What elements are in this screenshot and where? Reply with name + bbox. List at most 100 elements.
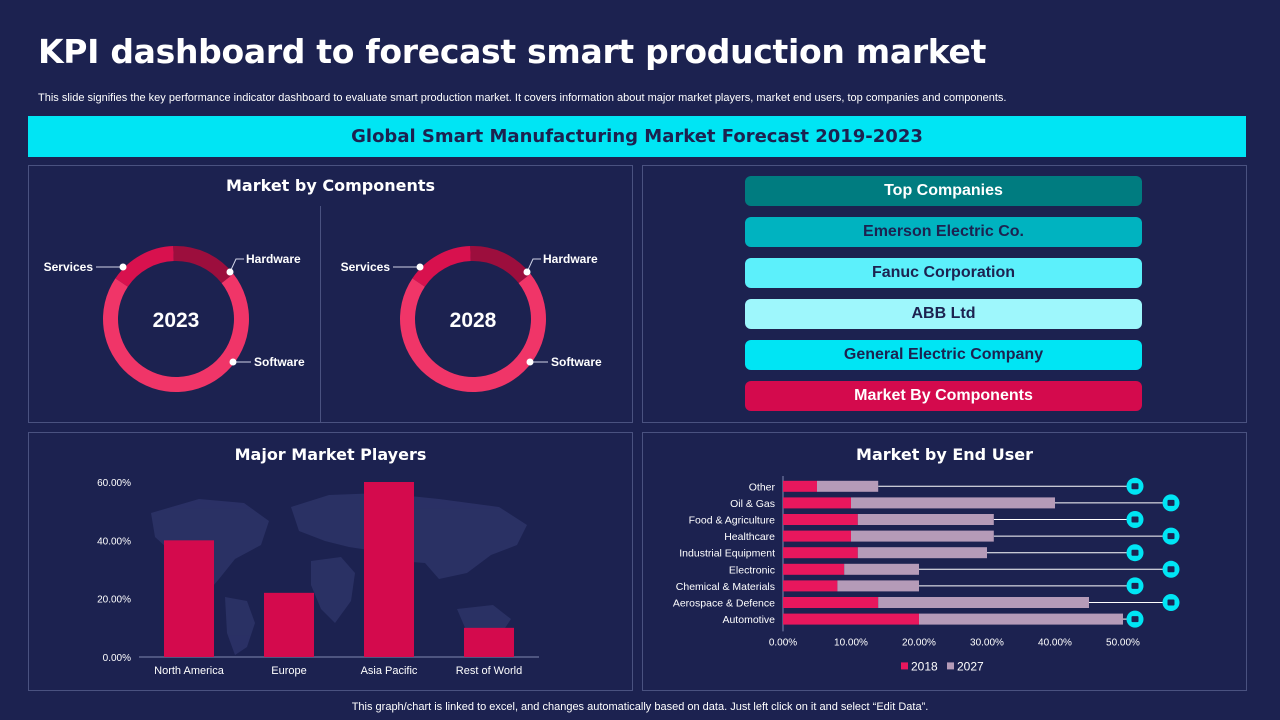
x-tick-label: 30.00% [970,637,1004,648]
y-tick-label: 60.00% [97,478,131,489]
y-tick-label: Other [749,481,776,493]
company-pill: Top Companies [745,176,1142,206]
x-tick-label: 20.00% [902,637,936,648]
icon-glyph [1131,549,1139,556]
donut-slice-software [399,273,546,392]
company-pill: Fanuc Corporation [745,258,1142,288]
y-tick-label: Automotive [722,614,775,626]
legend-swatch-2027 [947,662,954,670]
callout-line [526,258,541,273]
icon-glyph [1131,516,1139,523]
y-tick-label: Oil & Gas [730,498,775,510]
callout-line [229,258,244,273]
icon-glyph [1167,499,1175,506]
x-tick-label: North America [154,665,225,677]
players-panel: Major Market Players 0.00% 20.00% 40.00% 60… [28,432,633,691]
enduser-panel: Market by End User Other Oil & Gas Food & … [642,432,1247,691]
footer-note: This graph/chart is linked to excel, and… [351,701,929,713]
donut-label-services: Services [44,260,94,274]
icon-glyph [1167,566,1175,573]
bar-2027 [857,514,994,525]
companies-panel: Top Companies Emerson Electric Co. Fanuc C… [642,165,1247,423]
y-tick-label: 40.00% [97,536,131,547]
donut-label-software: Software [254,355,305,369]
bar [264,592,314,657]
map-landmass [311,557,355,623]
bar-2027 [919,613,1123,625]
icon-glyph [1131,483,1139,490]
bar-2027 [878,597,1089,608]
banner-text: Global Smart Manufacturing Market Foreca… [351,126,923,147]
callout-dot [226,268,234,276]
enduser-chart[interactable]: Other Oil & Gas Food & Agriculture Healthca… [643,433,1246,690]
x-tick-label: 50.00% [1106,637,1140,648]
enduser-panel-title: Market by End User [856,445,1033,464]
callout-dot [523,268,531,276]
x-tick-label: Europe [271,665,306,677]
icon-glyph [1167,533,1175,540]
players-panel-title: Major Market Players [234,445,427,464]
bar-2018 [783,563,845,575]
page-title: KPI dashboard to forecast smart producti… [38,32,987,71]
donut-slice-software [103,273,249,392]
bar-2027 [837,580,919,592]
icon-glyph [1131,582,1139,589]
callout-dot [229,358,237,366]
bar [464,627,514,657]
icon-glyph [1167,599,1175,606]
bar [364,482,414,657]
bar-2027 [844,563,919,575]
bar-2027 [817,480,879,492]
donut-slice-services [115,246,174,287]
donut-center-label: 2028 [450,309,497,332]
bar-2027 [851,530,994,542]
bar-2018 [783,580,838,592]
legend-label-2027: 2027 [957,659,984,673]
donut-center-label: 2023 [153,309,200,332]
donut-label-hardware: Hardware [246,252,301,266]
donut-slice-services [412,246,471,287]
legend-label-2018: 2018 [911,659,938,673]
panel-divider [320,206,321,422]
company-pill: Market By Components [745,381,1142,411]
components-donuts[interactable]: 2023 Services Hardware Software 2028 Services… [29,166,632,422]
x-tick-label: Asia Pacific [361,665,418,677]
page-subtitle: This slide signifies the key performance… [38,92,1007,104]
bar-2018 [783,547,858,559]
bar-2027 [851,497,1055,509]
donut-slice-hardware [470,246,531,284]
company-pill: Emerson Electric Co. [745,217,1142,247]
donut-label-software: Software [551,355,602,369]
y-tick-label: Chemical & Materials [676,581,775,593]
bar-2018 [783,613,919,625]
components-panel: Market by Components 2023 Services Hardwar… [28,165,633,423]
donut-slice-hardware [173,246,234,284]
callout-dot [119,263,127,271]
bar-2018 [783,597,879,608]
callout-dot [416,263,424,271]
donut-label-hardware: Hardware [543,252,598,266]
x-tick-label: Rest of World [456,665,522,677]
x-tick-label: 40.00% [1038,637,1072,648]
y-tick-label: 20.00% [97,595,131,606]
y-tick-label: Aerospace & Defence [673,598,775,610]
legend-swatch-2018 [901,662,908,670]
map-landmass [225,597,255,655]
company-pill: ABB Ltd [745,299,1142,329]
components-panel-title: Market by Components [226,176,435,195]
callout-dot [526,358,534,366]
y-tick-label: 0.00% [103,653,131,664]
bar-2018 [783,480,817,492]
x-tick-label: 10.00% [834,637,868,648]
players-chart[interactable]: 0.00% 20.00% 40.00% 60.00% North America Euro… [29,433,632,690]
bar [164,540,214,657]
y-tick-label: Electronic [729,564,775,576]
y-tick-label: Healthcare [724,531,775,543]
icon-glyph [1131,616,1139,623]
y-tick-label: Food & Agriculture [689,515,776,527]
company-pill: General Electric Company [745,340,1142,370]
x-tick-label: 0.00% [769,637,797,648]
bar-2027 [857,547,987,559]
bar-2018 [783,530,851,542]
bar-2018 [783,497,851,509]
